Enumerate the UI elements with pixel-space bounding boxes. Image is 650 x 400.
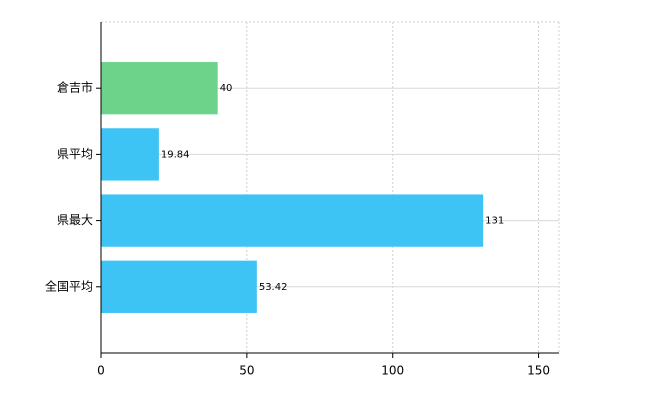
- x-tick-label: 100: [381, 364, 404, 378]
- bar: [101, 128, 159, 181]
- y-tick-label: 全国平均: [45, 278, 93, 293]
- value-label: 40: [220, 83, 233, 94]
- value-label: 53.42: [259, 282, 288, 293]
- bar: [101, 62, 218, 115]
- bar: [101, 194, 484, 247]
- y-tick-label: 県最大: [57, 213, 93, 227]
- x-tick-label: 150: [527, 364, 550, 378]
- x-tick-label: 50: [239, 364, 254, 378]
- y-tick-label: 倉吉市: [57, 80, 93, 95]
- y-tick-label: 県平均: [57, 147, 93, 161]
- x-tick-label: 0: [97, 364, 105, 378]
- value-label: 131: [485, 216, 504, 227]
- bar: [101, 260, 257, 313]
- value-label: 19.84: [161, 149, 190, 160]
